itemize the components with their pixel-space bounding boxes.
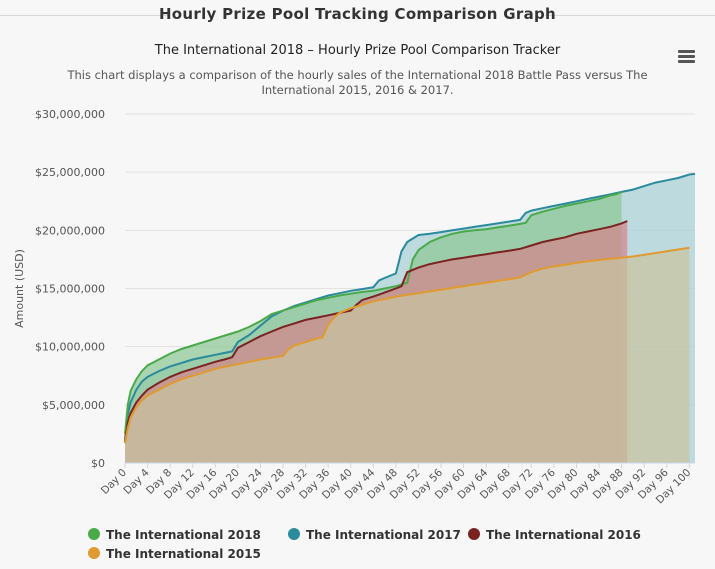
legend-label: The International 2015 (106, 547, 261, 561)
y-tick-label: $20,000,000 (35, 224, 105, 237)
chart-title: The International 2018 – Hourly Prize Po… (154, 43, 561, 58)
legend-marker-icon (88, 528, 100, 540)
y-tick-label: $30,000,000 (35, 108, 105, 121)
y-tick-label: $25,000,000 (35, 166, 105, 179)
series-line (124, 172, 696, 440)
legend-marker-icon (288, 528, 300, 540)
legend-marker-icon (468, 528, 480, 540)
y-tick-label: $10,000,000 (35, 341, 105, 354)
series-line (124, 190, 622, 434)
y-axis-title: Amount (USD) (13, 249, 26, 328)
legend-item[interactable]: The International 2018 (88, 528, 261, 542)
series-line (124, 220, 628, 443)
chart-subtitle: This chart displays a comparison of the … (67, 68, 648, 97)
legend-marker-icon (88, 547, 100, 559)
legend-label: The International 2017 (306, 528, 461, 542)
legend-item[interactable]: The International 2015 (88, 547, 261, 561)
legend-label: The International 2018 (106, 528, 261, 542)
legend-label: The International 2016 (486, 528, 641, 542)
y-tick-label: $15,000,000 (35, 283, 105, 296)
series-line (124, 246, 690, 444)
title-rule-left (0, 15, 170, 16)
panel-title: Hourly Prize Pool Tracking Comparison Gr… (158, 5, 557, 23)
y-tick-label: $0 (91, 457, 105, 470)
legend-item[interactable]: The International 2016 (468, 528, 641, 542)
hamburger-menu-icon[interactable] (678, 50, 695, 64)
legend-item[interactable]: The International 2017 (288, 528, 461, 542)
y-tick-label: $5,000,000 (42, 399, 105, 412)
series-area (125, 247, 690, 463)
title-rule-right (545, 15, 715, 16)
